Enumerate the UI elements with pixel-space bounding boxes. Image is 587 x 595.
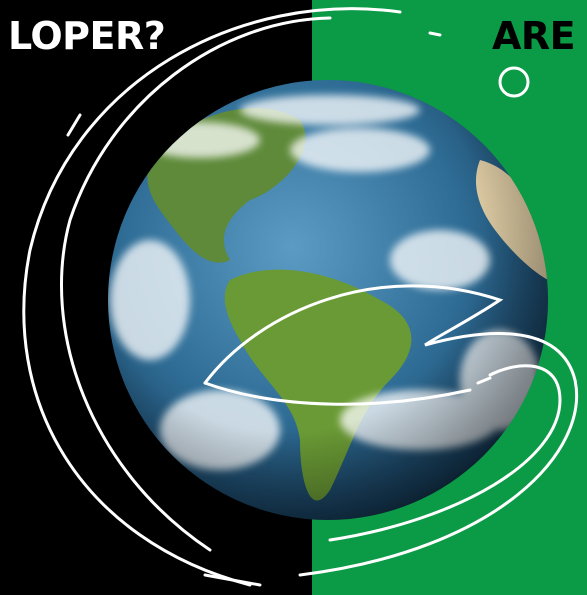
right-headline: ARE Y (492, 14, 587, 58)
swooshes (22, 7, 578, 587)
ring-icon (498, 66, 530, 98)
left-headline: LOPER? (8, 14, 166, 58)
